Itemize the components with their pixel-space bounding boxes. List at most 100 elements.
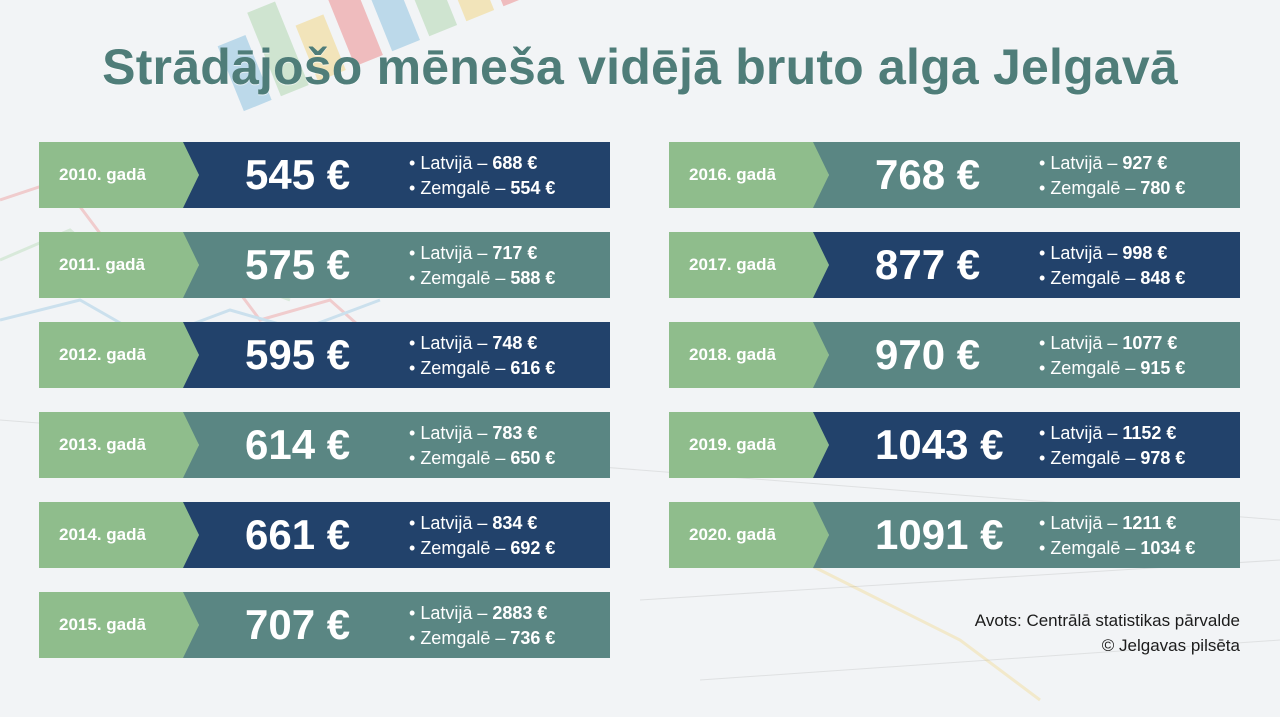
bullet-icon: •: [409, 153, 421, 173]
zemgale-value: 736 €: [510, 628, 556, 648]
comparison-details: • Latvijā – 783 € • Zemgalē – 650 €: [409, 421, 555, 471]
latvia-comparison: • Latvijā – 927 €: [1039, 151, 1185, 176]
zemgale-value: 554 €: [510, 178, 556, 198]
salary-panel: 970 € • Latvijā – 1077 € • Zemgalē – 915 €: [813, 322, 1240, 388]
bullet-icon: •: [409, 448, 421, 468]
latvia-value: 834 €: [492, 513, 538, 533]
latvia-label: Latvijā –: [1050, 243, 1123, 263]
comparison-details: • Latvijā – 717 € • Zemgalē – 588 €: [409, 241, 555, 291]
zemgale-value: 780 €: [1140, 178, 1186, 198]
copyright-line: © Jelgavas pilsēta: [1101, 636, 1240, 655]
bullet-icon: •: [1039, 448, 1051, 468]
jelgava-salary-amount: 877 €: [875, 241, 981, 288]
latvia-comparison: • Latvijā – 748 €: [409, 331, 555, 356]
latvia-value: 1077 €: [1122, 333, 1178, 353]
latvia-label: Latvijā –: [1050, 513, 1123, 533]
zemgale-label: Zemgalē –: [420, 538, 511, 558]
latvia-value: 717 €: [492, 243, 538, 263]
zemgale-label: Zemgalē –: [1050, 538, 1141, 558]
comparison-details: • Latvijā – 834 € • Zemgalē – 692 €: [409, 511, 555, 561]
bullet-icon: •: [1039, 538, 1051, 558]
jelgava-salary-amount: 595 €: [245, 331, 351, 378]
comparison-details: • Latvijā – 2883 € • Zemgalē – 736 €: [409, 601, 555, 651]
jelgava-salary-amount: 614 €: [245, 421, 351, 468]
page-title: Strādājošo mēneša vidējā bruto alga Jelg…: [102, 39, 1178, 95]
zemgale-value: 978 €: [1140, 448, 1186, 468]
comparison-details: • Latvijā – 1077 € • Zemgalē – 915 €: [1039, 331, 1185, 381]
latvia-label: Latvijā –: [420, 243, 493, 263]
bullet-icon: •: [409, 603, 421, 623]
zemgale-comparison: • Zemgalē – 554 €: [409, 176, 555, 201]
jelgava-salary-amount: 1043 €: [875, 421, 1004, 468]
bullet-icon: •: [1039, 513, 1051, 533]
salary-panel: 1043 € • Latvijā – 1152 € • Zemgalē – 978 …: [813, 412, 1240, 478]
year-label: 2014. gadā: [39, 502, 199, 568]
latvia-comparison: • Latvijā – 2883 €: [409, 601, 555, 626]
comparison-details: • Latvijā – 927 € • Zemgalē – 780 €: [1039, 151, 1185, 201]
latvia-label: Latvijā –: [1050, 153, 1123, 173]
bullet-icon: •: [409, 358, 421, 378]
zemgale-value: 650 €: [510, 448, 556, 468]
zemgale-label: Zemgalē –: [1050, 448, 1141, 468]
latvia-label: Latvijā –: [420, 153, 493, 173]
bullet-icon: •: [409, 178, 421, 198]
bullet-icon: •: [409, 243, 421, 263]
jelgava-salary-amount: 661 €: [245, 511, 351, 558]
year-label: 2019. gadā: [669, 412, 829, 478]
year-label: 2015. gadā: [39, 592, 199, 658]
zemgale-comparison: • Zemgalē – 915 €: [1039, 356, 1185, 381]
year-label: 2011. gadā: [39, 232, 199, 298]
bullet-icon: •: [1039, 178, 1051, 198]
comparison-details: • Latvijā – 1152 € • Zemgalē – 978 €: [1039, 421, 1185, 471]
zemgale-label: Zemgalē –: [420, 358, 511, 378]
zemgale-label: Zemgalē –: [420, 448, 511, 468]
latvia-label: Latvijā –: [420, 603, 493, 623]
jelgava-salary-amount: 575 €: [245, 241, 351, 288]
zemgale-comparison: • Zemgalē – 616 €: [409, 356, 555, 381]
zemgale-comparison: • Zemgalē – 692 €: [409, 536, 555, 561]
salary-row: 2010. gadā 545 € • Latvijā – 688 € • Zemgal…: [39, 142, 610, 208]
latvia-value: 2883 €: [492, 603, 548, 623]
salary-row: 2019. gadā 1043 € • Latvijā – 1152 € • Zemg…: [669, 412, 1240, 478]
jelgava-salary-amount: 545 €: [245, 151, 351, 198]
bullet-icon: •: [1039, 423, 1051, 443]
jelgava-salary-amount: 768 €: [875, 151, 981, 198]
zemgale-value: 692 €: [510, 538, 556, 558]
jelgava-salary-amount: 1091 €: [875, 511, 1004, 558]
salary-row: 2012. gadā 595 € • Latvijā – 748 € • Zemgal…: [39, 322, 610, 388]
latvia-value: 998 €: [1122, 243, 1168, 263]
salary-row: 2015. gadā 707 € • Latvijā – 2883 € • Zemga…: [39, 592, 610, 658]
latvia-comparison: • Latvijā – 998 €: [1039, 241, 1185, 266]
comparison-details: • Latvijā – 748 € • Zemgalē – 616 €: [409, 331, 555, 381]
zemgale-label: Zemgalē –: [420, 178, 511, 198]
salary-row: 2020. gadā 1091 € • Latvijā – 1211 € • Zemg…: [669, 502, 1240, 568]
bullet-icon: •: [409, 333, 421, 353]
bullet-icon: •: [409, 538, 421, 558]
salary-panel: 575 € • Latvijā – 717 € • Zemgalē – 588 €: [183, 232, 610, 298]
latvia-value: 748 €: [492, 333, 538, 353]
bullet-icon: •: [409, 513, 421, 533]
latvia-comparison: • Latvijā – 688 €: [409, 151, 555, 176]
salary-panel: 595 € • Latvijā – 748 € • Zemgalē – 616 €: [183, 322, 610, 388]
zemgale-label: Zemgalē –: [1050, 268, 1141, 288]
bullet-icon: •: [1039, 333, 1051, 353]
year-label: 2020. gadā: [669, 502, 829, 568]
salary-row: 2017. gadā 877 € • Latvijā – 998 € • Zemgal…: [669, 232, 1240, 298]
zemgale-label: Zemgalē –: [420, 268, 511, 288]
zemgale-value: 848 €: [1140, 268, 1186, 288]
bullet-icon: •: [1039, 358, 1051, 378]
salary-row: 2014. gadā 661 € • Latvijā – 834 € • Zemgal…: [39, 502, 610, 568]
latvia-label: Latvijā –: [420, 333, 493, 353]
latvia-value: 1211 €: [1122, 513, 1177, 533]
zemgale-comparison: • Zemgalē – 780 €: [1039, 176, 1185, 201]
latvia-label: Latvijā –: [420, 513, 493, 533]
zemgale-value: 1034 €: [1140, 538, 1196, 558]
year-label: 2013. gadā: [39, 412, 199, 478]
bullet-icon: •: [409, 628, 421, 648]
source-credit: Avots: Centrālā statistikas pārvalde © J…: [975, 608, 1240, 658]
year-label: 2010. gadā: [39, 142, 199, 208]
zemgale-value: 616 €: [510, 358, 556, 378]
comparison-details: • Latvijā – 998 € • Zemgalē – 848 €: [1039, 241, 1185, 291]
salary-panel: 1091 € • Latvijā – 1211 € • Zemgalē – 1034…: [813, 502, 1240, 568]
year-label: 2018. gadā: [669, 322, 829, 388]
